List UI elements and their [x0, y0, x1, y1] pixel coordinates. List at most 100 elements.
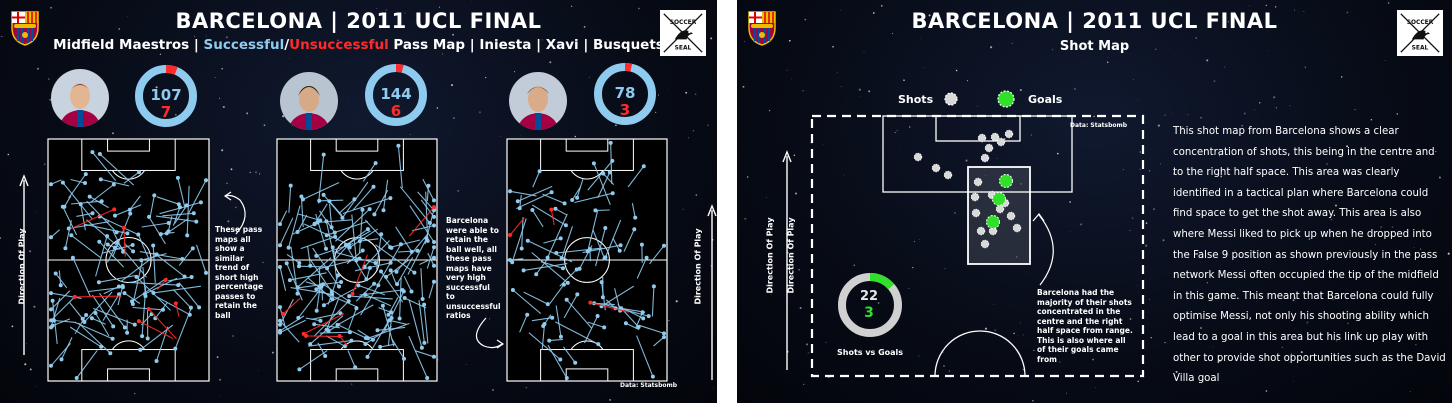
star: [1227, 21, 1230, 23]
pass-successful: [408, 299, 424, 350]
pass-successful: [128, 281, 181, 288]
pass-successful: [49, 179, 62, 187]
star: [687, 137, 689, 139]
star: [1296, 148, 1298, 150]
legend-shot-marker: [944, 92, 958, 106]
soccer-seal-logo: SOCCER SEAL: [1397, 10, 1443, 56]
star: [1242, 214, 1243, 215]
star: [376, 7, 378, 10]
pass-successful: [278, 305, 286, 328]
subtitle-unsuccessful: Unsuccessful: [289, 37, 389, 53]
star: [225, 36, 228, 39]
star: [230, 168, 233, 171]
shot-marker: [1006, 211, 1016, 221]
pass-successful: [603, 303, 651, 319]
pass-successful: [156, 196, 181, 207]
star: [1149, 299, 1150, 300]
star: [583, 26, 586, 28]
star: [836, 72, 838, 74]
star: [1038, 102, 1040, 105]
star: [133, 46, 136, 49]
star: [1420, 248, 1422, 250]
pass-successful: [296, 280, 344, 289]
star: [923, 67, 925, 69]
star: [1429, 250, 1431, 251]
svg-text:SOCCER: SOCCER: [670, 19, 697, 26]
pass-successful: [88, 285, 125, 293]
avatar-xavi: [280, 72, 338, 130]
pass-successful: [553, 206, 567, 216]
star: [1293, 381, 1294, 383]
star: [806, 343, 808, 346]
star: [1094, 339, 1096, 342]
page-title: BARCELONA | 2011 UCL FINAL: [911, 9, 1278, 33]
shot-marker: [988, 226, 998, 236]
pass-successful: [426, 183, 431, 202]
pass-successful: [53, 271, 68, 289]
pass-successful: [49, 343, 71, 368]
star: [1275, 6, 1277, 8]
pass-successful: [555, 305, 563, 339]
star: [1022, 369, 1024, 371]
pass-successful: [355, 281, 377, 302]
star: [48, 78, 50, 80]
pass-successful: [638, 324, 666, 336]
star: [765, 196, 767, 199]
star: [1017, 334, 1019, 336]
pass-unsuccessful: [408, 205, 436, 237]
star: [478, 111, 481, 114]
star: [1273, 96, 1276, 99]
pass-successful: [523, 291, 550, 307]
pass-successful: [516, 190, 554, 210]
pass-successful: [136, 232, 151, 262]
barcelona-crest-icon: [11, 11, 39, 46]
star: [1106, 299, 1108, 301]
svg-text:SEAL: SEAL: [1412, 44, 1429, 51]
star: [1326, 355, 1328, 358]
star: [944, 344, 946, 346]
subtitle-successful: Successful: [203, 37, 285, 53]
pass-successful: [314, 287, 358, 308]
star: [514, 71, 516, 73]
star: [1264, 270, 1266, 272]
star: [36, 386, 37, 388]
star: [682, 208, 684, 210]
star: [205, 35, 207, 37]
star: [1387, 2, 1390, 4]
star: [1093, 115, 1095, 118]
pass-unsuccessful: [121, 225, 126, 257]
star: [843, 174, 845, 176]
pass-successful: [530, 208, 544, 228]
star: [1234, 250, 1236, 252]
pass-successful: [125, 319, 130, 335]
star: [1175, 370, 1178, 373]
star: [799, 307, 802, 309]
pass-successful: [559, 226, 574, 261]
star: [489, 318, 491, 320]
star: [614, 124, 617, 127]
star: [913, 240, 916, 243]
pass-successful: [301, 182, 340, 202]
star: [227, 243, 229, 245]
football-pitch: [506, 138, 668, 382]
pass-successful: [612, 237, 622, 253]
iniesta-unsuccessful-count: 7: [160, 103, 172, 121]
star: [1131, 217, 1134, 219]
star: [1106, 61, 1109, 64]
pass-successful: [418, 300, 427, 345]
ring-label-iniesta: 107 7: [133, 87, 199, 121]
ring-label-xavi: 144 6: [363, 86, 429, 120]
pass-successful: [49, 290, 71, 312]
pass-map-pitches: [47, 138, 668, 382]
star: [1219, 155, 1221, 157]
star: [746, 176, 749, 178]
star: [908, 72, 910, 74]
pass-successful: [333, 227, 370, 255]
pass-successful: [63, 220, 72, 251]
pass-successful: [96, 274, 136, 285]
star: [868, 90, 871, 93]
star: [36, 211, 37, 212]
star: [1157, 124, 1160, 127]
star: [260, 228, 262, 231]
star: [1013, 332, 1015, 335]
